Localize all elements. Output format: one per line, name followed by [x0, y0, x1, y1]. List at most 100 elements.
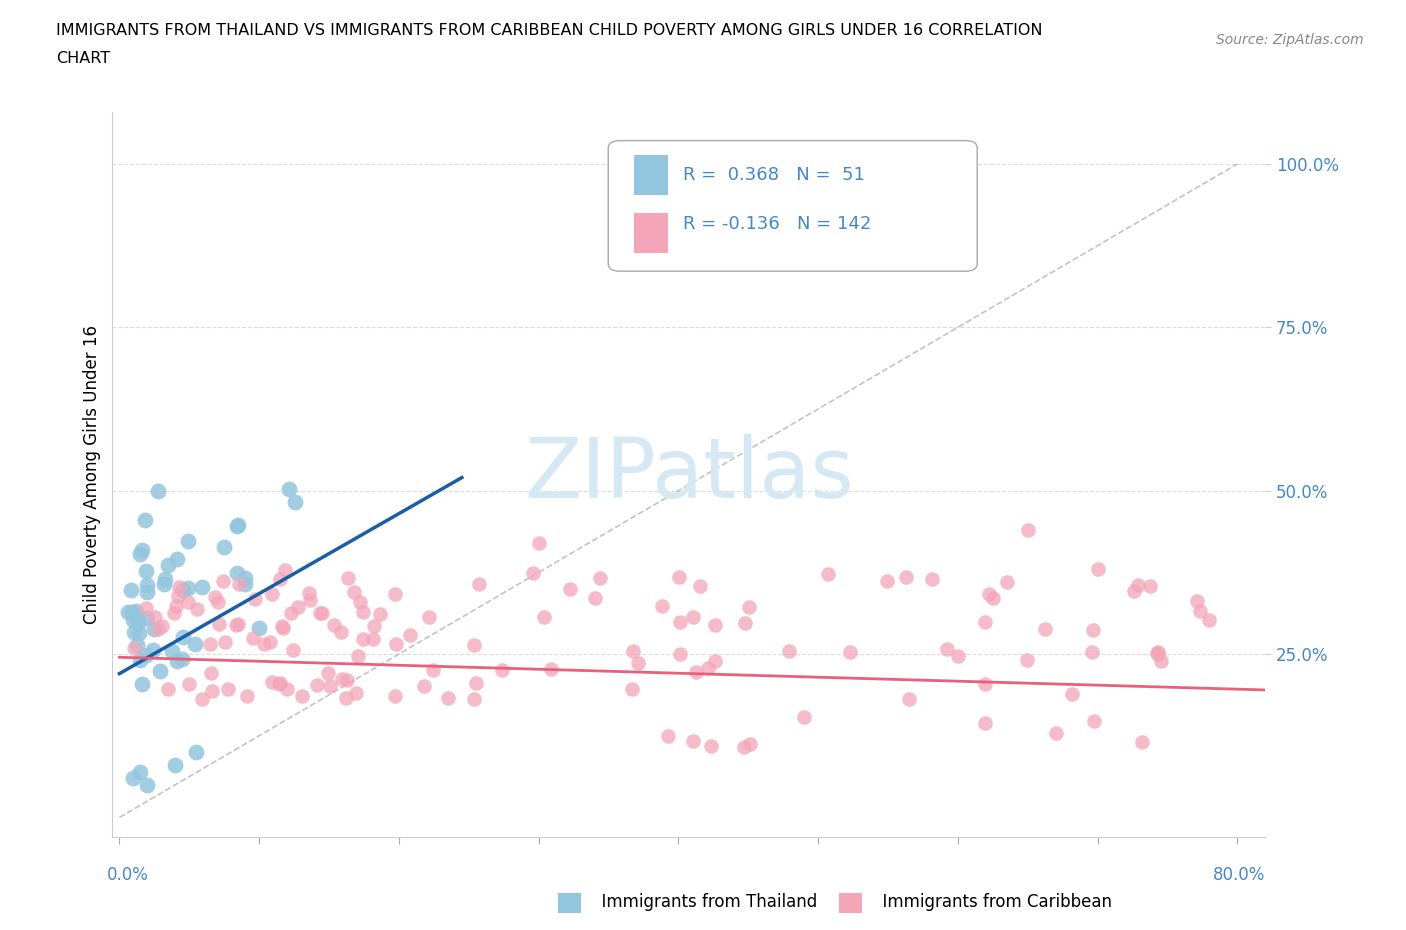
Text: Immigrants from Caribbean: Immigrants from Caribbean	[872, 893, 1112, 911]
Point	[621, 682, 644, 697]
Point	[214, 635, 236, 650]
Point	[212, 574, 235, 589]
Point	[627, 656, 650, 671]
Point	[1017, 523, 1039, 538]
Point	[153, 577, 176, 591]
Point	[1146, 645, 1168, 660]
Point	[621, 644, 644, 658]
Point	[1087, 562, 1109, 577]
Point	[704, 618, 727, 632]
Point	[669, 614, 692, 629]
Point	[657, 729, 679, 744]
Text: ZIPatlas: ZIPatlas	[524, 433, 853, 515]
Point	[281, 643, 304, 658]
Point	[167, 580, 190, 595]
Point	[191, 579, 214, 594]
Point	[464, 676, 486, 691]
Text: Immigrants from Thailand: Immigrants from Thailand	[591, 893, 817, 911]
Point	[146, 484, 169, 498]
Point	[177, 676, 200, 691]
Point	[127, 614, 149, 629]
Text: CHART: CHART	[56, 51, 110, 66]
Point	[491, 663, 513, 678]
Point	[247, 620, 270, 635]
Point	[135, 647, 157, 662]
Point	[148, 621, 170, 636]
Point	[463, 638, 485, 653]
Point	[271, 618, 294, 633]
Point	[236, 688, 259, 703]
Point	[733, 739, 755, 754]
Point	[260, 674, 283, 689]
Point	[793, 710, 815, 724]
Point	[271, 620, 294, 635]
FancyBboxPatch shape	[609, 140, 977, 272]
Text: Source: ZipAtlas.com: Source: ZipAtlas.com	[1216, 33, 1364, 46]
Point	[738, 600, 761, 615]
Point	[134, 512, 156, 527]
Point	[235, 571, 257, 586]
Point	[122, 640, 145, 655]
Point	[269, 675, 291, 690]
Point	[226, 617, 249, 631]
Point	[974, 715, 997, 730]
Point	[217, 682, 239, 697]
Point	[186, 745, 208, 760]
Point	[191, 691, 214, 706]
Point	[322, 618, 344, 632]
Point	[124, 624, 146, 639]
Text: 80.0%: 80.0%	[1213, 866, 1265, 884]
Point	[226, 518, 249, 533]
Point	[280, 605, 302, 620]
Point	[418, 609, 440, 624]
Point	[212, 540, 235, 555]
Point	[1083, 713, 1105, 728]
Point	[162, 605, 184, 620]
Point	[1188, 604, 1211, 618]
Point	[156, 557, 179, 572]
Point	[352, 604, 374, 619]
Point	[1123, 583, 1146, 598]
Point	[527, 536, 550, 551]
Point	[336, 570, 359, 585]
Point	[184, 637, 207, 652]
Point	[349, 594, 371, 609]
Point	[276, 682, 298, 697]
Point	[384, 587, 406, 602]
Point	[1185, 593, 1208, 608]
Point	[898, 691, 921, 706]
Point	[669, 646, 692, 661]
Point	[226, 566, 249, 581]
Point	[384, 688, 406, 703]
Point	[291, 689, 314, 704]
Point	[165, 599, 187, 614]
Text: 0.0%: 0.0%	[107, 866, 149, 884]
Point	[1146, 646, 1168, 661]
Point	[149, 664, 172, 679]
Point	[894, 570, 917, 585]
Point	[651, 598, 673, 613]
Point	[135, 564, 157, 578]
Point	[1150, 654, 1173, 669]
Point	[122, 771, 145, 786]
Point	[1045, 725, 1067, 740]
Point	[166, 654, 188, 669]
FancyBboxPatch shape	[634, 155, 668, 195]
Point	[398, 628, 420, 643]
Point	[273, 562, 295, 577]
Point	[817, 567, 839, 582]
Point	[704, 654, 727, 669]
Point	[267, 676, 290, 691]
Point	[177, 533, 200, 548]
Point	[385, 637, 408, 652]
Point	[186, 602, 208, 617]
Point	[127, 616, 149, 631]
Point	[226, 518, 249, 533]
Point	[589, 571, 612, 586]
Point	[166, 589, 188, 604]
Point	[1126, 578, 1149, 592]
Point	[259, 635, 281, 650]
Point	[131, 676, 153, 691]
Point	[347, 648, 370, 663]
Point	[330, 671, 353, 686]
